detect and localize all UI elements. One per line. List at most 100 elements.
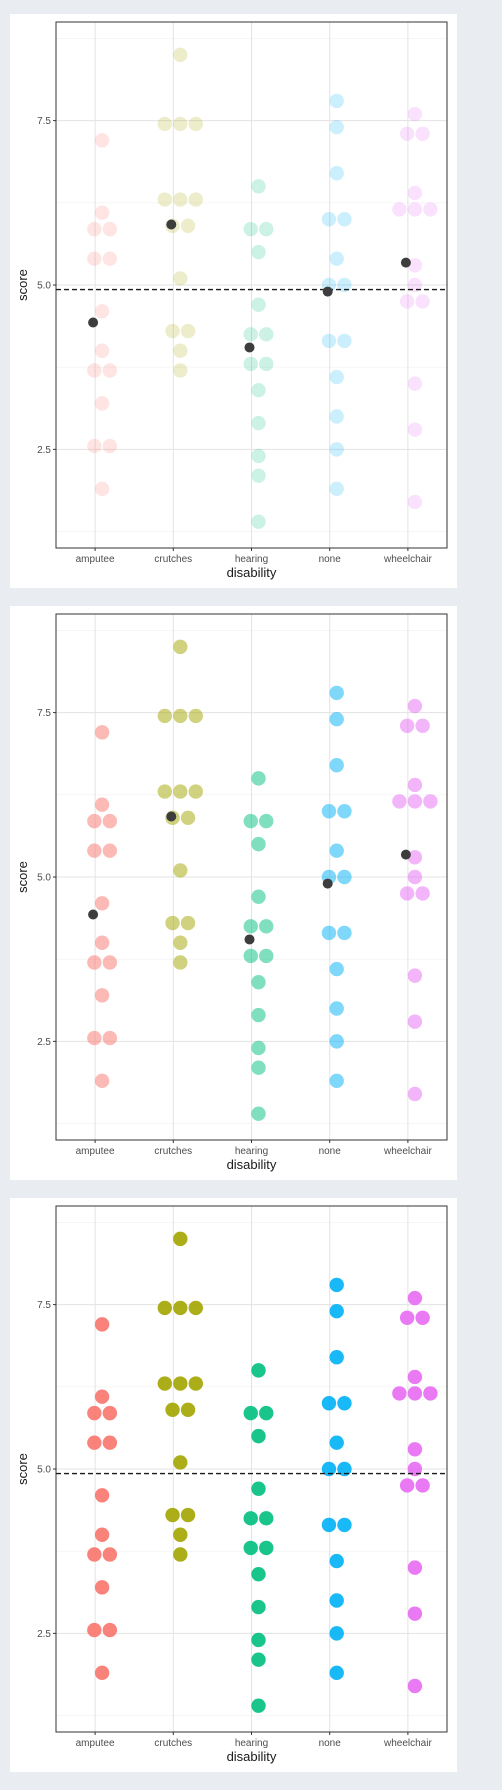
- data-point-hearing: [251, 468, 266, 483]
- data-point-amputee: [94, 343, 110, 358]
- data-point-amputee: [94, 1527, 110, 1542]
- data-point-hearing: [251, 889, 266, 904]
- data-point-crutches: [173, 1527, 188, 1542]
- data-point-crutches: [188, 192, 203, 207]
- data-point-none: [329, 1665, 344, 1681]
- data-point-hearing: [259, 221, 274, 237]
- data-point-none: [329, 1553, 344, 1569]
- data-point-wheelchair: [407, 106, 423, 122]
- data-point-wheelchair: [423, 202, 438, 217]
- data-point-crutches: [173, 639, 188, 655]
- data-point-none: [329, 961, 344, 977]
- data-point-wheelchair: [415, 886, 430, 901]
- mean-point-amputee: [88, 317, 99, 328]
- y-tick-label: 5.0: [37, 281, 51, 292]
- data-point-wheelchair: [392, 794, 407, 809]
- data-point-crutches: [173, 784, 188, 799]
- data-point-crutches: [173, 1376, 188, 1391]
- data-point-wheelchair: [407, 1290, 423, 1306]
- data-point-hearing: [259, 327, 274, 342]
- data-point-amputee: [102, 955, 118, 970]
- y-axis-title: score: [15, 861, 30, 893]
- data-point-hearing: [251, 1652, 266, 1667]
- y-axis-title: score: [15, 269, 30, 301]
- data-point-wheelchair: [407, 850, 423, 865]
- data-point-amputee: [94, 1665, 110, 1681]
- data-point-amputee: [87, 1435, 102, 1450]
- mean-point-hearing: [244, 342, 255, 353]
- data-point-none: [329, 409, 344, 424]
- data-point-amputee: [87, 251, 102, 266]
- data-point-hearing: [251, 1481, 266, 1496]
- data-point-hearing: [259, 919, 274, 934]
- data-point-wheelchair: [415, 126, 430, 141]
- data-point-crutches: [173, 863, 188, 878]
- x-axis-title: disability: [227, 565, 277, 580]
- data-point-wheelchair: [407, 422, 423, 437]
- data-point-crutches: [188, 1376, 203, 1391]
- data-point-wheelchair: [423, 1386, 438, 1401]
- data-point-hearing: [251, 244, 266, 260]
- data-point-crutches: [173, 708, 188, 724]
- data-point-crutches: [173, 116, 188, 132]
- data-point-crutches: [173, 271, 188, 286]
- data-point-hearing: [243, 221, 258, 237]
- data-point-wheelchair: [415, 718, 430, 733]
- data-point-crutches: [173, 1231, 188, 1247]
- data-point-crutches: [157, 1376, 172, 1391]
- x-tick-label-wheelchair: wheelchair: [383, 1146, 432, 1157]
- data-point-amputee: [94, 1073, 110, 1089]
- data-point-hearing: [251, 1599, 266, 1615]
- data-point-amputee: [94, 133, 110, 148]
- y-tick-label: 2.5: [37, 445, 51, 456]
- data-point-hearing: [251, 1106, 266, 1121]
- mean-point-crutches: [166, 811, 177, 822]
- data-point-none: [321, 925, 337, 941]
- data-point-crutches: [188, 116, 203, 132]
- data-point-crutches: [165, 1402, 180, 1418]
- data-point-hearing: [251, 297, 266, 312]
- data-point-wheelchair: [407, 1086, 423, 1102]
- data-point-crutches: [188, 1300, 203, 1316]
- chart-panel-2: 2.5 5.0 7.5 amputee crutches hearing none wheel…: [10, 606, 457, 1180]
- data-point-hearing: [251, 1632, 266, 1648]
- data-point-none: [337, 212, 352, 227]
- x-tick-label-amputee: amputee: [76, 554, 115, 565]
- data-point-hearing: [251, 514, 266, 529]
- data-point-wheelchair: [392, 202, 407, 217]
- x-tick-label-none: none: [319, 1738, 342, 1749]
- data-point-amputee: [94, 896, 110, 911]
- data-point-wheelchair: [399, 294, 415, 309]
- y-tick-label: 5.0: [37, 873, 51, 884]
- data-point-none: [337, 1396, 352, 1411]
- data-point-wheelchair: [407, 869, 423, 885]
- data-point-amputee: [94, 1317, 110, 1332]
- data-point-crutches: [165, 1507, 180, 1523]
- data-point-amputee: [94, 481, 110, 497]
- mean-point-hearing: [244, 934, 255, 945]
- data-point-none: [329, 442, 344, 457]
- data-point-amputee: [87, 1622, 102, 1638]
- data-point-none: [321, 1461, 337, 1477]
- x-tick-label-amputee: amputee: [76, 1738, 115, 1749]
- data-point-amputee: [94, 988, 110, 1003]
- data-point-amputee: [102, 438, 118, 454]
- data-point-hearing: [251, 448, 266, 464]
- data-point-crutches: [173, 363, 188, 378]
- data-point-none: [329, 712, 344, 727]
- data-point-wheelchair: [423, 794, 438, 809]
- data-point-crutches: [173, 1547, 188, 1562]
- data-point-amputee: [102, 843, 118, 858]
- data-point-amputee: [102, 1622, 118, 1638]
- data-point-hearing: [259, 1405, 274, 1421]
- data-point-wheelchair: [407, 258, 423, 273]
- data-point-none: [329, 251, 344, 266]
- y-axis-title: score: [15, 1453, 30, 1485]
- data-point-crutches: [188, 784, 203, 799]
- data-point-wheelchair: [407, 1386, 423, 1401]
- x-tick-label-hearing: hearing: [235, 1146, 268, 1157]
- chart-panel-3: 2.5 5.0 7.5 amputee crutches hearing none wheel…: [10, 1198, 457, 1772]
- data-point-wheelchair: [407, 277, 423, 293]
- data-point-amputee: [102, 1435, 118, 1450]
- y-tick-label: 7.5: [37, 708, 51, 719]
